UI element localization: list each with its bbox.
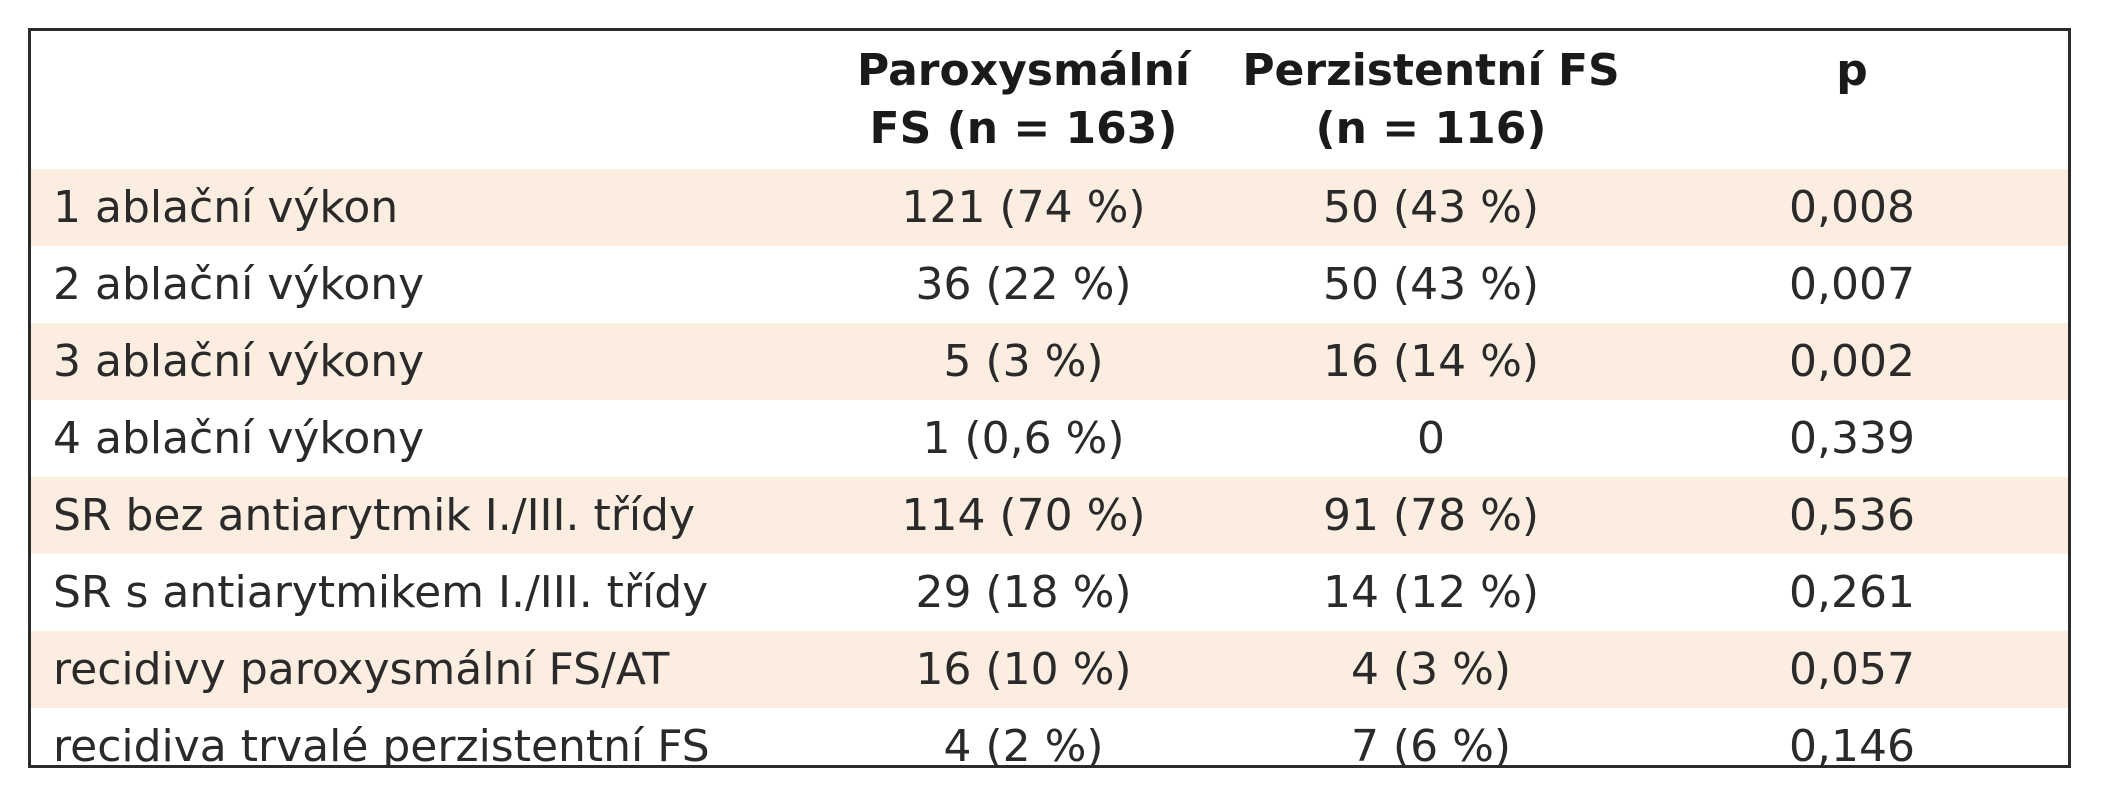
table-row: SR bez antiarytmik I./III. třídy 114 (70… xyxy=(31,477,2068,554)
header-paroxysmalni-line1: Paroxysmální xyxy=(857,45,1190,96)
cell-paroxysmalni: 5 (3 %) xyxy=(821,323,1226,400)
cell-perzistentni: 14 (12 %) xyxy=(1322,567,1540,618)
table-row: SR s antiarytmikem I./III. třídy 29 (18 … xyxy=(31,554,2068,631)
cell-p-value: 0,339 xyxy=(1789,413,1915,464)
row-label: recidiva trvalé perzistentní FS xyxy=(53,721,710,768)
header-perzistentni-line2: (n = 116) xyxy=(1315,103,1547,154)
table-row: 2 ablační výkony 36 (22 %) 50 (43 %) 0,0… xyxy=(31,246,2068,323)
header-paroxysmalni-line2: FS (n = 163) xyxy=(869,103,1178,154)
cell-paroxysmalni: 121 (74 %) xyxy=(821,169,1226,246)
table-header: Paroxysmální FS (n = 163) Perzistentní F… xyxy=(31,31,2068,169)
cell-paroxysmalni: 36 (22 %) xyxy=(915,259,1132,310)
table-body: 1 ablační výkon 121 (74 %) 50 (43 %) 0,0… xyxy=(31,169,2068,768)
header-perzistentni-line1: Perzistentní FS xyxy=(1242,45,1620,96)
header-p-line1: p xyxy=(1836,45,1868,96)
row-label: recidivy paroxysmální FS/AT xyxy=(31,631,821,708)
row-label: 2 ablační výkony xyxy=(53,259,425,310)
cell-perzistentni: 50 (43 %) xyxy=(1322,259,1540,310)
row-label: 4 ablační výkony xyxy=(53,413,425,464)
header-label-column xyxy=(31,31,821,169)
cell-perzistentni: 16 (14 %) xyxy=(1226,323,1636,400)
cell-perzistentni: 7 (6 %) xyxy=(1350,721,1512,768)
data-table: Paroxysmální FS (n = 163) Perzistentní F… xyxy=(31,31,2068,768)
header-perzistentni: Perzistentní FS (n = 116) xyxy=(1226,31,1636,169)
header-p: p . xyxy=(1636,31,2068,169)
table-row: 1 ablační výkon 121 (74 %) 50 (43 %) 0,0… xyxy=(31,169,2068,246)
table-row: 4 ablační výkony 1 (0,6 %) 0 0,339 xyxy=(31,400,2068,477)
cell-perzistentni: 50 (43 %) xyxy=(1226,169,1636,246)
cell-p-value: 0,536 xyxy=(1636,477,2068,554)
table-row: 3 ablační výkony 5 (3 %) 16 (14 %) 0,002 xyxy=(31,323,2068,400)
cell-p-value: 0,002 xyxy=(1636,323,2068,400)
cell-p-value: 0,146 xyxy=(1789,721,1915,768)
row-label: 1 ablační výkon xyxy=(31,169,821,246)
cell-paroxysmalni: 1 (0,6 %) xyxy=(922,413,1125,464)
cell-p-value: 0,057 xyxy=(1636,631,2068,708)
cell-paroxysmalni: 4 (2 %) xyxy=(943,721,1104,768)
row-label: 3 ablační výkony xyxy=(31,323,821,400)
cell-perzistentni: 0 xyxy=(1417,413,1445,464)
header-row: Paroxysmální FS (n = 163) Perzistentní F… xyxy=(31,31,2068,169)
row-label: SR s antiarytmikem I./III. třídy xyxy=(53,567,709,618)
header-paroxysmalni: Paroxysmální FS (n = 163) xyxy=(821,31,1226,169)
cell-perzistentni: 4 (3 %) xyxy=(1226,631,1636,708)
cell-p-value: 0,007 xyxy=(1789,259,1915,310)
table-row: recidivy paroxysmální FS/AT 16 (10 %) 4 … xyxy=(31,631,2068,708)
results-table: Paroxysmální FS (n = 163) Perzistentní F… xyxy=(28,28,2071,768)
row-label: SR bez antiarytmik I./III. třídy xyxy=(31,477,821,554)
table-row: recidiva trvalé perzistentní FS 4 (2 %) … xyxy=(31,708,2068,768)
cell-p-value: 0,261 xyxy=(1789,567,1915,618)
cell-perzistentni: 91 (78 %) xyxy=(1226,477,1636,554)
cell-p-value: 0,008 xyxy=(1636,169,2068,246)
cell-paroxysmalni: 16 (10 %) xyxy=(821,631,1226,708)
cell-paroxysmalni: 114 (70 %) xyxy=(821,477,1226,554)
cell-paroxysmalni: 29 (18 %) xyxy=(915,567,1132,618)
